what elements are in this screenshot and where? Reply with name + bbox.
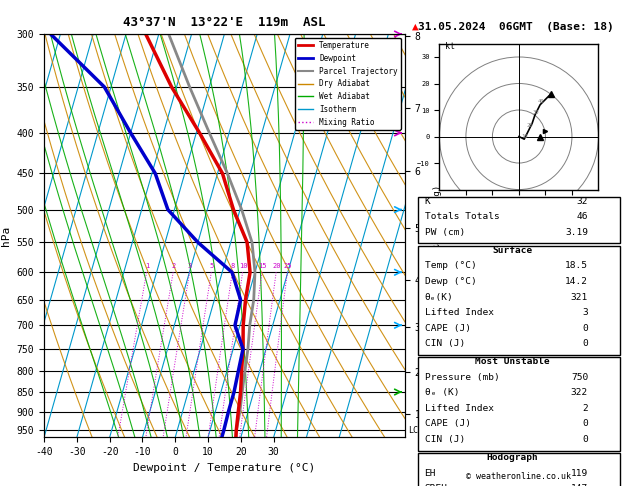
Text: CIN (J): CIN (J) (425, 435, 465, 444)
Text: Totals Totals: Totals Totals (425, 212, 499, 222)
X-axis label: Dewpoint / Temperature (°C): Dewpoint / Temperature (°C) (133, 463, 316, 473)
Text: 46: 46 (577, 212, 588, 222)
Text: 10: 10 (521, 134, 528, 139)
Text: CAPE (J): CAPE (J) (425, 324, 470, 333)
Text: 3: 3 (188, 263, 192, 269)
Text: ▲: ▲ (412, 21, 419, 31)
Text: 8: 8 (231, 263, 235, 269)
Text: 18.5: 18.5 (565, 261, 588, 271)
Text: θₑ(K): θₑ(K) (425, 293, 454, 302)
Title: 43°37'N  13°22'E  119m  ASL: 43°37'N 13°22'E 119m ASL (123, 16, 326, 29)
Text: Most Unstable: Most Unstable (476, 357, 550, 366)
Text: SREH: SREH (425, 484, 448, 486)
Text: 147: 147 (571, 484, 588, 486)
Text: 14.2: 14.2 (565, 277, 588, 286)
Text: Surface: Surface (493, 246, 533, 255)
Legend: Temperature, Dewpoint, Parcel Trajectory, Dry Adiabat, Wet Adiabat, Isotherm, Mi: Temperature, Dewpoint, Parcel Trajectory… (295, 38, 401, 130)
Text: 0: 0 (582, 324, 588, 333)
Text: 10: 10 (239, 263, 247, 269)
Text: 40: 40 (538, 99, 544, 104)
Text: EH: EH (425, 469, 436, 478)
Text: Temp (°C): Temp (°C) (425, 261, 476, 271)
Text: 31.05.2024  06GMT  (Base: 18): 31.05.2024 06GMT (Base: 18) (418, 22, 614, 32)
Text: Mixing Ratio (g/kg): Mixing Ratio (g/kg) (433, 185, 442, 287)
Text: 1: 1 (145, 263, 149, 269)
Text: 0: 0 (582, 419, 588, 429)
Text: kt: kt (445, 42, 455, 51)
Text: 3.19: 3.19 (565, 228, 588, 237)
Text: 321: 321 (571, 293, 588, 302)
Text: 32: 32 (577, 197, 588, 206)
Text: 20: 20 (527, 123, 533, 128)
Text: 2: 2 (172, 263, 175, 269)
Text: 0: 0 (582, 435, 588, 444)
Text: © weatheronline.co.uk: © weatheronline.co.uk (467, 472, 571, 481)
Text: Pressure (mb): Pressure (mb) (425, 373, 499, 382)
Text: PW (cm): PW (cm) (425, 228, 465, 237)
Text: 2: 2 (582, 404, 588, 413)
Text: 15: 15 (258, 263, 267, 269)
Text: 0: 0 (582, 339, 588, 348)
Text: Lifted Index: Lifted Index (425, 308, 494, 317)
Text: 20: 20 (272, 263, 281, 269)
Text: θₑ (K): θₑ (K) (425, 388, 459, 398)
Text: 750: 750 (571, 373, 588, 382)
Text: Dewp (°C): Dewp (°C) (425, 277, 476, 286)
Y-axis label: km
ASL: km ASL (432, 236, 450, 257)
Text: Hodograph: Hodograph (487, 453, 538, 462)
Text: 119: 119 (571, 469, 588, 478)
Text: 322: 322 (571, 388, 588, 398)
Text: CIN (J): CIN (J) (425, 339, 465, 348)
Text: K: K (425, 197, 430, 206)
Text: CAPE (J): CAPE (J) (425, 419, 470, 429)
Text: 25: 25 (284, 263, 292, 269)
Text: 3: 3 (582, 308, 588, 317)
Text: LCL: LCL (408, 426, 423, 435)
Text: 30: 30 (532, 110, 538, 115)
Y-axis label: hPa: hPa (1, 226, 11, 246)
Text: 5: 5 (209, 263, 214, 269)
Text: Lifted Index: Lifted Index (425, 404, 494, 413)
